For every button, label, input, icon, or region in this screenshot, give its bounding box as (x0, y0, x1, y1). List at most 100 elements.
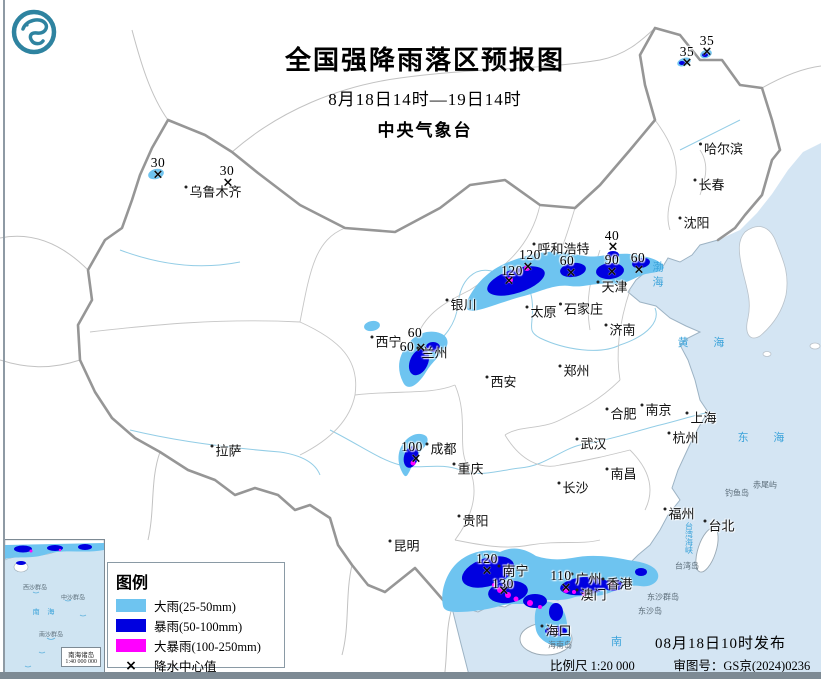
city-label: 哈尔滨 (698, 139, 744, 158)
geo-label: 海南岛 (548, 640, 572, 650)
rain-center-value: 30 (219, 163, 235, 178)
city-dot-icon (525, 305, 529, 308)
geo-label: 钓鱼岛 (725, 488, 749, 498)
city-dot-icon (605, 467, 609, 470)
city-name: 石家庄 (563, 301, 604, 317)
legend-items: 大雨(25-50mm) 暴雨(50-100mm) 大暴雨(100-250mm) (116, 598, 276, 654)
legend-color-swatch (116, 639, 146, 652)
city-name: 广州 (575, 571, 602, 587)
city-label: 贵阳 (457, 511, 489, 530)
city-dot-icon (532, 242, 536, 245)
city-dot-icon (210, 444, 214, 447)
city-label: 海口 (540, 621, 572, 640)
city-name: 昆明 (393, 538, 420, 554)
rain-center-marker-icon: × (607, 239, 619, 255)
rain-center-marker-icon: × (503, 273, 515, 289)
sea-label: 南 (611, 636, 623, 648)
rain-center-value: 60 (407, 325, 423, 340)
city-dot-icon (416, 346, 420, 349)
city-name: 兰州 (421, 345, 448, 361)
inset-island-label: 中沙群岛 (60, 595, 86, 602)
city-name: 杭州 (672, 430, 699, 446)
city-dot-icon (663, 507, 667, 510)
inset-name: 南海诸岛 (68, 652, 95, 659)
city-dot-icon (558, 364, 562, 367)
city-dot-icon (557, 481, 561, 484)
geo-label: 台湾岛 (675, 561, 699, 571)
rain-center-marker-icon: × (410, 451, 422, 467)
rain-center-marker-icon: × (152, 167, 164, 183)
city-label: 南昌 (605, 464, 637, 483)
city-name: 海口 (545, 623, 572, 639)
city-label: 武汉 (575, 434, 607, 453)
rain-center-value: 60 (630, 250, 646, 265)
city-name: 哈尔滨 (703, 141, 744, 157)
legend-row: 大雨(25-50mm) (116, 598, 276, 614)
city-label: 兰州 (416, 343, 448, 362)
city-label: 长春 (693, 175, 725, 194)
rain-center-marker-icon: × (522, 259, 534, 275)
city-name: 福州 (668, 506, 695, 522)
rain-center-marker-icon: × (560, 580, 572, 596)
city-label: 台北 (703, 516, 735, 535)
rain-center-marker-icon: × (222, 175, 234, 191)
legend-title: 图例 (116, 575, 149, 592)
city-name: 合肥 (610, 406, 637, 422)
city-dot-icon (184, 185, 188, 188)
legend-item-label: 大暴雨(100-250mm) (154, 640, 261, 654)
city-label: 长沙 (557, 478, 589, 497)
inset-island-label: 西沙群岛 (22, 585, 48, 592)
rain-center-value: 60 (399, 339, 415, 354)
city-dot-icon (693, 178, 697, 181)
rain-center-value: 60 (559, 253, 575, 268)
city-dot-icon (370, 335, 374, 338)
city-name: 乌鲁木齐 (189, 184, 242, 200)
province-borders (89, 119, 707, 548)
city-label: 乌鲁木齐 (184, 182, 242, 201)
legend-row: 大暴雨(100-250mm) (116, 638, 276, 654)
city-dot-icon (604, 323, 608, 326)
rain-center-value: 110 (550, 568, 572, 583)
rain-center-marker-icon: × (565, 265, 577, 281)
sea-label: 黄 海 (677, 337, 736, 349)
sea-label: 台湾海峡 (684, 522, 694, 554)
precip-rainstorm (403, 53, 708, 636)
rain-center-value: 35 (679, 44, 695, 59)
rain-center-value: 30 (150, 155, 166, 170)
agency-name: 中央气象台 (377, 121, 473, 140)
city-label: 西宁 (370, 332, 402, 351)
city-name: 呼和浩特 (537, 241, 590, 257)
city-dot-icon (698, 142, 702, 145)
city-dot-icon (425, 442, 429, 445)
city-label: 济南 (604, 320, 636, 339)
city-label: 香港 (601, 574, 633, 593)
frame-bottom-edge (0, 672, 821, 679)
rain-center-marker-icon: × (633, 262, 645, 278)
geo-label: 东沙群岛 (647, 592, 679, 602)
city-label: 杭州 (667, 428, 699, 447)
foreign-borders (0, 27, 821, 679)
city-name: 沈阳 (683, 215, 710, 231)
legend-row: 暴雨(50-100mm) (116, 618, 276, 634)
sea-label: 东 海 (737, 432, 796, 444)
inset-scale: 1:40 000 000 (65, 659, 97, 665)
rain-center-value: 100 (401, 439, 423, 454)
city-label: 重庆 (452, 459, 484, 478)
city-name: 南京 (645, 402, 672, 418)
forecast-time-range: 8月18日14时—19日14时 (328, 90, 522, 109)
city-label: 昆明 (388, 536, 420, 555)
geo-label: 东沙岛 (638, 606, 662, 616)
city-label: 郑州 (558, 361, 590, 380)
rain-center-value: 120 (501, 263, 523, 278)
rain-center-marker-icon: × (681, 55, 693, 71)
city-label: 拉萨 (210, 441, 242, 460)
city-name: 澳门 (580, 587, 607, 603)
city-name: 南宁 (502, 563, 529, 579)
city-label: 南京 (640, 400, 672, 419)
city-dot-icon (667, 431, 671, 434)
page-title: 全国强降雨落区预报图 (284, 46, 565, 75)
city-name: 重庆 (457, 461, 484, 477)
city-name: 上海 (690, 410, 717, 426)
sea-area (452, 143, 821, 679)
